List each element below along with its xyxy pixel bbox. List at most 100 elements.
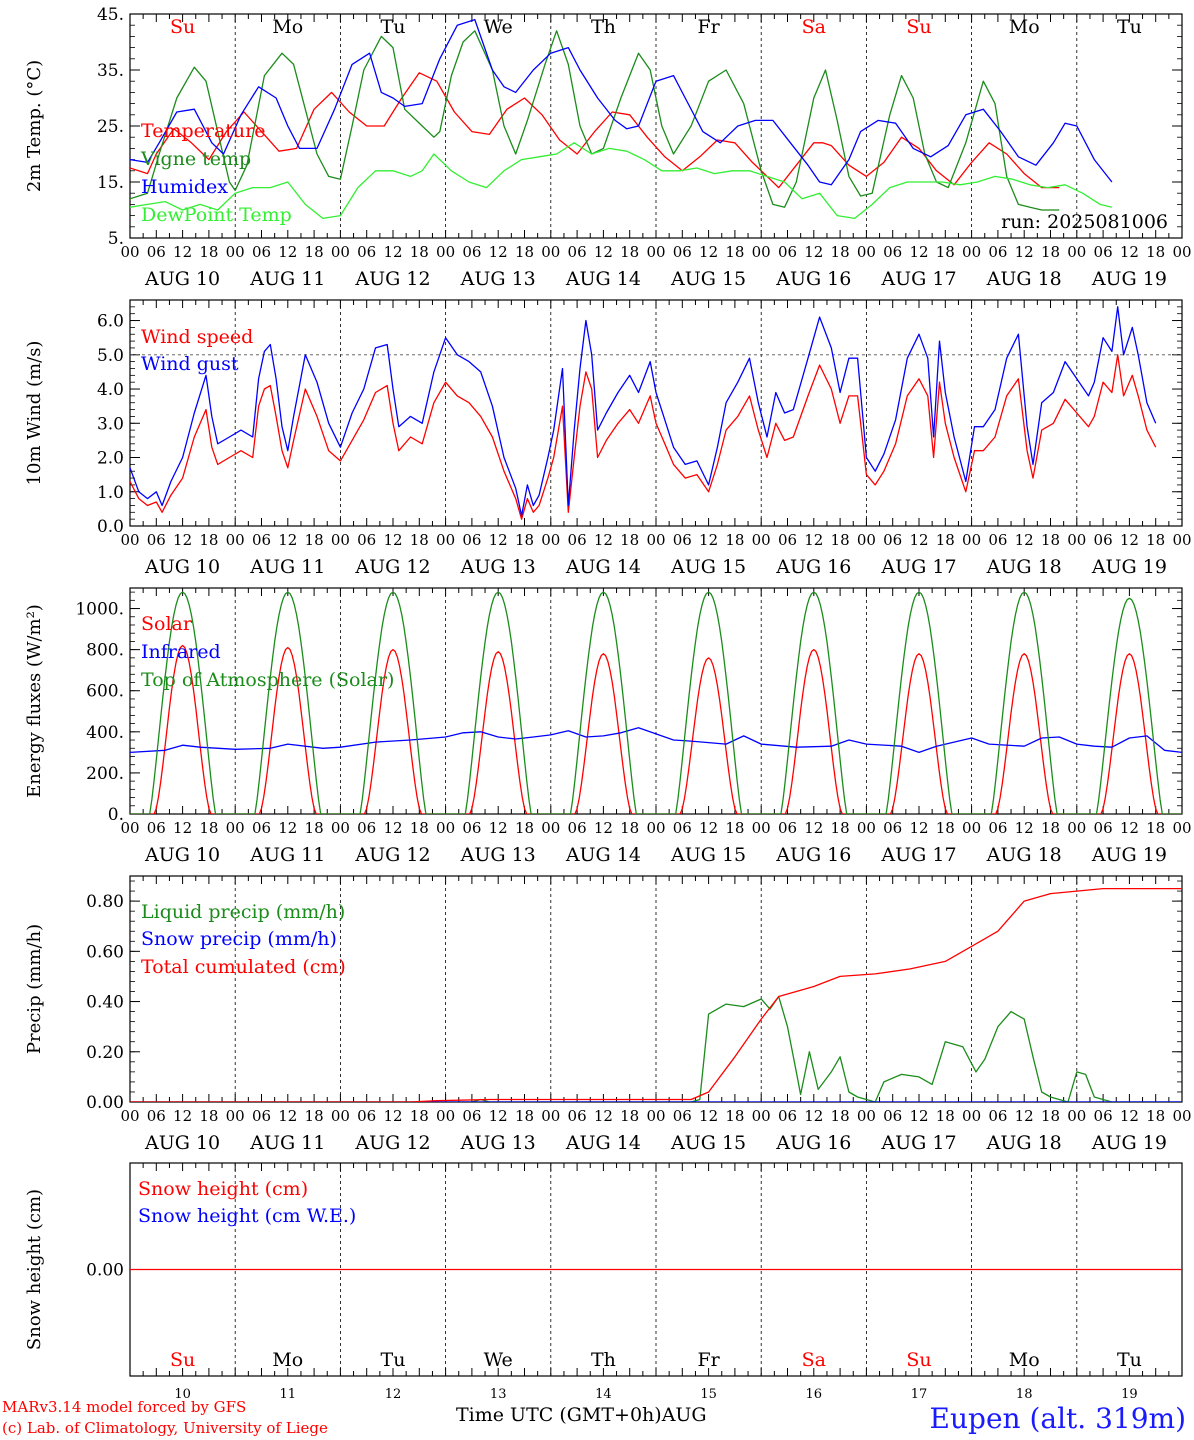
date-label: AUG 10 [144, 844, 220, 866]
hour-label: 12 [383, 243, 402, 261]
plot-area [130, 306, 1157, 520]
hour-label: 06 [988, 819, 1007, 837]
hour-label: 06 [1094, 819, 1113, 837]
date-label: AUG 18 [986, 268, 1062, 290]
date-label: AUG 17 [880, 844, 956, 866]
hour-label: 00 [436, 819, 455, 837]
hour-label: 18 [620, 1107, 639, 1125]
day-number: 17 [911, 1387, 928, 1402]
hour-label: 06 [778, 243, 797, 261]
weekday-label: Mo [272, 16, 303, 38]
hour-label: 06 [883, 243, 902, 261]
hour-label: 00 [436, 531, 455, 549]
hour-label: 18 [199, 1107, 218, 1125]
weekday-label: Th [591, 16, 616, 38]
hour-label: 00 [331, 819, 350, 837]
date-label: AUG 13 [460, 556, 536, 578]
hour-label: 00 [646, 243, 665, 261]
legend-entry: Wind gust [141, 353, 239, 375]
hour-label: 18 [1041, 1107, 1060, 1125]
hour-label: 12 [383, 1107, 402, 1125]
y-axis-label: Snow height (cm) [24, 1189, 45, 1350]
hour-label: 12 [804, 243, 823, 261]
hour-label: 18 [305, 819, 324, 837]
hour-label: 06 [778, 819, 797, 837]
hour-label: 12 [1120, 1107, 1139, 1125]
y-tick-label: 45. [97, 5, 124, 25]
hour-label: 12 [1015, 819, 1034, 837]
series-line-total-cumulated-cm [130, 887, 1182, 1102]
y-tick-label: 0.20 [86, 1043, 124, 1063]
hour-label: 06 [778, 531, 797, 549]
weekday-label: Mo [1009, 1349, 1040, 1371]
hour-label: 18 [515, 531, 534, 549]
hour-label: 12 [173, 531, 192, 549]
hour-label: 06 [883, 819, 902, 837]
hour-label: 18 [1146, 819, 1165, 837]
weekday-label: Mo [272, 1349, 303, 1371]
hour-label: 00 [646, 819, 665, 837]
series-line-liquid-precip-mm-h [130, 995, 1182, 1102]
hour-label: 12 [594, 243, 613, 261]
date-label: AUG 19 [1091, 844, 1167, 866]
series-line-dewpoint-temp [130, 142, 1113, 220]
hour-label: 18 [620, 243, 639, 261]
hour-label: 06 [568, 819, 587, 837]
hour-label: 06 [252, 243, 271, 261]
hour-label: 06 [462, 531, 481, 549]
date-label: AUG 13 [460, 1132, 536, 1154]
day-number: 16 [806, 1387, 823, 1402]
y-axis-label: 2m Temp. (°C) [24, 60, 45, 192]
y-tick-label: 4.0 [97, 380, 124, 400]
hour-label: 18 [1146, 1107, 1165, 1125]
y-tick-label: 1000. [75, 600, 124, 620]
hour-label: 18 [305, 243, 324, 261]
hour-label: 00 [1067, 243, 1086, 261]
weekday-label: We [484, 16, 513, 38]
y-axis-label: Energy fluxes (W/m²) [24, 604, 45, 798]
date-label: AUG 17 [880, 1132, 956, 1154]
hour-label: 00 [752, 819, 771, 837]
y-tick-label: 400. [86, 723, 124, 743]
y-tick-label: 15. [97, 173, 124, 193]
hour-label: 00 [646, 1107, 665, 1125]
hour-label: 18 [831, 819, 850, 837]
hour-label: 06 [1094, 531, 1113, 549]
date-label: AUG 16 [775, 1132, 851, 1154]
hour-label: 18 [831, 1107, 850, 1125]
hour-label: 18 [831, 243, 850, 261]
date-label: AUG 17 [880, 268, 956, 290]
date-label: AUG 19 [1091, 1132, 1167, 1154]
hour-label: 00 [120, 1107, 139, 1125]
hour-label: 00 [120, 819, 139, 837]
hour-label: 00 [120, 531, 139, 549]
weekday-label: Tu [381, 16, 406, 38]
date-label: AUG 18 [986, 1132, 1062, 1154]
legend-entry: DewPoint Temp [141, 204, 292, 226]
legend-entry: Total cumulated (cm) [141, 956, 346, 978]
hour-label: 00 [1067, 531, 1086, 549]
hour-label: 00 [752, 1107, 771, 1125]
date-label: AUG 15 [670, 556, 746, 578]
hour-label: 18 [936, 243, 955, 261]
hour-label: 06 [147, 243, 166, 261]
hour-label: 12 [489, 243, 508, 261]
hour-label: 12 [489, 819, 508, 837]
series-line-vigne-temp [130, 30, 1060, 211]
date-label: AUG 12 [354, 844, 430, 866]
legend-entry: Liquid precip (mm/h) [141, 901, 345, 923]
weekday-label: Fr [697, 16, 720, 38]
hour-label: 00 [226, 531, 245, 549]
y-tick-label: 0. [108, 805, 124, 825]
panel-4: 0.00 0.20 0.40 0.60 0.80 Precip (mm/h) Liquid … [24, 875, 1192, 1154]
series-line-solar [130, 644, 1182, 814]
hour-label: 12 [594, 531, 613, 549]
hour-label: 06 [462, 243, 481, 261]
hour-label: 00 [331, 243, 350, 261]
weekday-label: Sa [802, 16, 826, 38]
hour-label: 12 [699, 1107, 718, 1125]
hour-label: 06 [357, 243, 376, 261]
y-tick-label: 600. [86, 682, 124, 702]
hour-label: 00 [120, 243, 139, 261]
hour-label: 00 [541, 531, 560, 549]
